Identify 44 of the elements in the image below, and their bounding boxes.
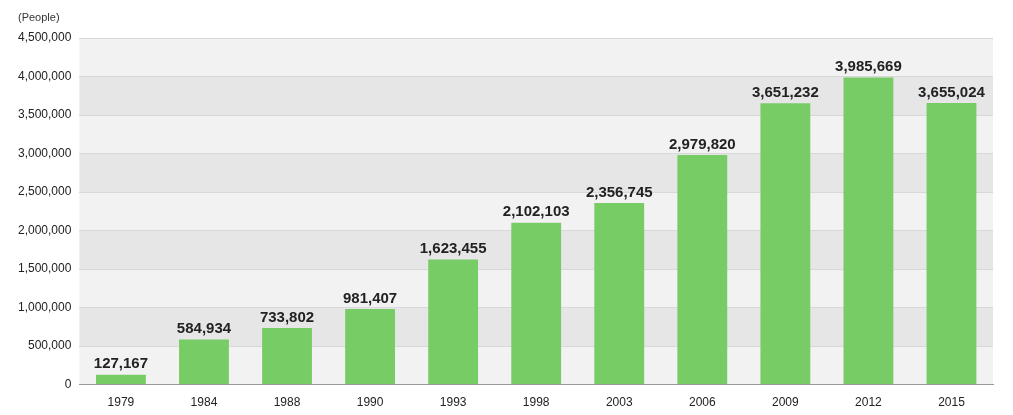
x-tick-label: 2015 (938, 395, 966, 410)
data-label: 3,655,024 (918, 82, 986, 100)
x-tick-label: 1988 (273, 395, 301, 410)
data-label: 584,934 (176, 319, 232, 337)
y-axis-title: (People) (18, 10, 60, 23)
data-label: 3,985,669 (835, 57, 902, 75)
bar (345, 309, 395, 385)
bar (262, 328, 312, 385)
data-label: 733,802 (259, 307, 315, 325)
data-label: 3,651,232 (751, 83, 819, 101)
y-tick-label: 1,500,000 (17, 261, 72, 276)
data-label: 2,356,745 (585, 182, 653, 200)
y-tick-label: 3,000,000 (17, 145, 72, 160)
y-tick-label: 4,500,000 (17, 30, 72, 45)
x-tick-label: 1998 (522, 395, 550, 410)
bar (96, 374, 146, 385)
x-tick-label: 2012 (855, 395, 883, 410)
x-tick-label: 1990 (356, 395, 384, 410)
bar (428, 259, 479, 385)
data-label: 2,979,820 (668, 134, 736, 152)
y-tick-label: 2,000,000 (17, 222, 72, 237)
bar (843, 77, 894, 385)
bar (926, 103, 977, 385)
x-tick-label: 1993 (439, 395, 467, 410)
bar (511, 222, 562, 385)
x-tick-label: 2009 (772, 395, 800, 410)
data-label: 981,407 (342, 288, 398, 306)
bar (594, 203, 645, 385)
y-tick-label: 4,000,000 (17, 68, 72, 83)
data-label: 1,623,455 (419, 239, 487, 257)
x-tick-label: 2006 (688, 395, 716, 410)
x-tick-label: 1979 (107, 395, 135, 410)
bar (179, 339, 229, 385)
bar (677, 155, 728, 385)
bar (760, 103, 811, 385)
y-tick-label: 0 (64, 376, 72, 391)
data-label: 2,102,103 (502, 202, 570, 220)
y-tick-label: 3,500,000 (17, 107, 72, 122)
y-tick-label: 500,000 (27, 338, 72, 353)
x-tick-label: 1984 (190, 395, 218, 410)
x-tick-label: 2003 (605, 395, 633, 410)
y-tick-label: 1,000,000 (17, 299, 72, 314)
data-label: 127,167 (93, 354, 149, 372)
y-tick-label: 2,500,000 (17, 184, 72, 199)
